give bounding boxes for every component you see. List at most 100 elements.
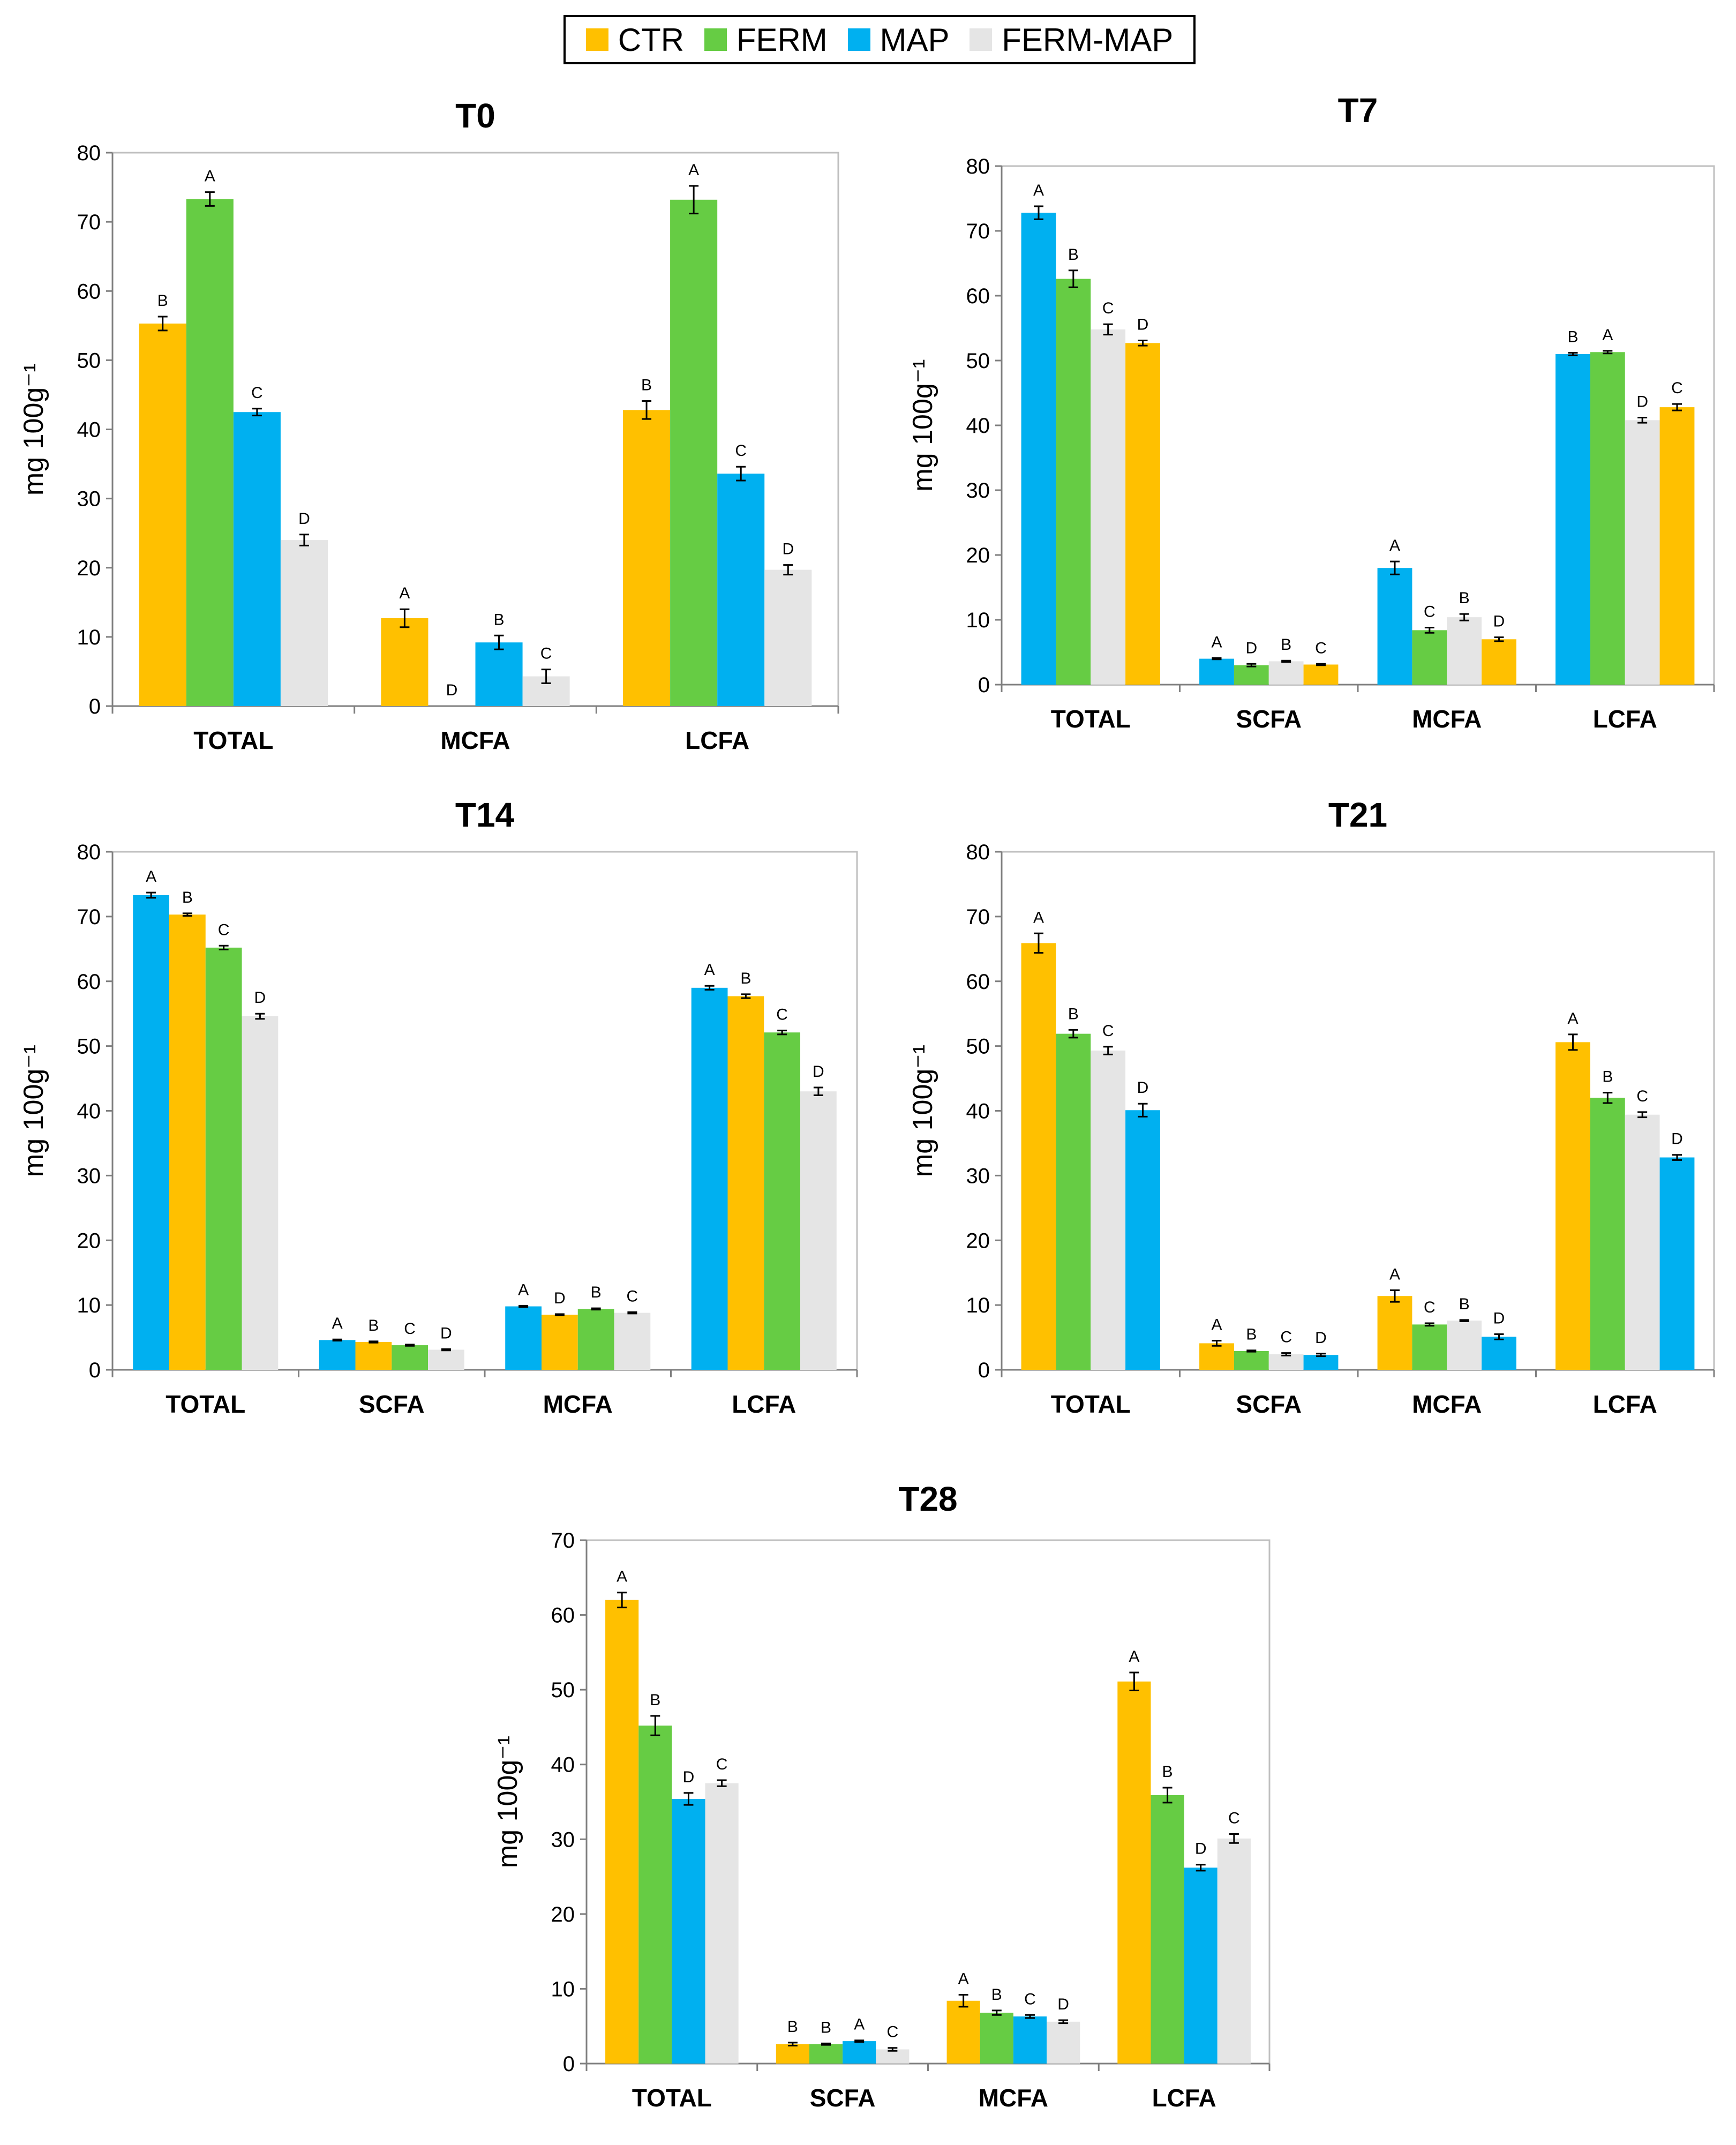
chart-title: T28 (898, 1480, 957, 1518)
bar-ferm-map-scfa (876, 2049, 910, 2064)
y-tick-label: 30 (966, 479, 990, 502)
y-tick-label: 0 (89, 1359, 101, 1382)
bar-ctr-total (169, 914, 206, 1370)
bar-ctr-scfa (776, 2044, 809, 2064)
significance-letter: B (821, 2019, 831, 2036)
category-label: MCFA (1412, 705, 1482, 733)
legend-label: FERM (736, 21, 828, 58)
y-tick-label: 10 (77, 1294, 101, 1317)
significance-letter: B (157, 292, 168, 310)
y-tick-label: 10 (551, 1977, 575, 2001)
bar-ferm-map-lcfa (1217, 1838, 1251, 2064)
significance-letter: B (1602, 1068, 1613, 1086)
bar-ctr-lcfa (1555, 1042, 1590, 1370)
bar-map-scfa (1303, 1355, 1339, 1370)
chart-panel-t28: T28 0 10 20 30 40 50 60 70 mg 100g⁻¹ TOTAL A B D C SCFA… (492, 1480, 1271, 2112)
significance-letter: A (1389, 1265, 1400, 1283)
bar-ferm-map-total (1091, 329, 1126, 685)
bar-ctr-lcfa (1659, 407, 1695, 685)
significance-letter: B (1567, 328, 1578, 346)
y-tick-label: 20 (551, 1903, 575, 1926)
significance-letter: B (182, 889, 193, 906)
bar-ferm-map-lcfa (800, 1091, 837, 1370)
significance-letter: C (887, 2023, 899, 2041)
legend-item-map: MAP (847, 21, 950, 58)
bar-ferm-scfa (809, 2044, 843, 2064)
chart-panel-t21: T21 0 10 20 30 40 50 60 70 80 mg 100g⁻¹ TOTAL A B C D SC… (907, 796, 1715, 1418)
significance-letter: C (1315, 639, 1327, 657)
y-tick-label: 50 (77, 1035, 101, 1059)
bar-ferm-lcfa (764, 1032, 801, 1370)
bar-map-mcfa (1482, 1337, 1516, 1370)
chart-panel-t7: T7 0 10 20 30 40 50 60 70 80 mg 100g⁻¹ TOTAL A B C D SCF… (907, 91, 1715, 733)
bar-ferm-lcfa (1151, 1795, 1184, 2064)
chart-title: T21 (1328, 796, 1387, 834)
bar-map-mcfa (1377, 568, 1412, 685)
significance-letter: B (1068, 1005, 1079, 1023)
y-tick-label: 50 (966, 349, 990, 373)
significance-letter: B (1246, 1326, 1257, 1344)
bar-ferm-mcfa (1412, 630, 1447, 685)
y-tick-label: 20 (77, 557, 101, 580)
y-tick-label: 30 (77, 488, 101, 511)
y-tick-label: 30 (966, 1164, 990, 1188)
category-label: MCFA (440, 726, 510, 754)
bar-ctr-total (1021, 943, 1056, 1370)
y-tick-label: 60 (77, 280, 101, 303)
significance-letter: A (518, 1281, 529, 1299)
category-label: MCFA (543, 1390, 613, 1418)
significance-letter: B (787, 2018, 798, 2036)
bar-ferm-map-lcfa (764, 569, 812, 706)
significance-letter: A (205, 168, 215, 185)
legend-swatch (970, 28, 993, 51)
y-tick-label: 30 (77, 1164, 101, 1188)
significance-letter: A (1211, 1316, 1222, 1334)
significance-letter: B (991, 1986, 1002, 2004)
bar-map-total (672, 1798, 705, 2064)
category-label: SCFA (1236, 1390, 1302, 1418)
y-tick-label: 30 (551, 1828, 575, 1851)
category-label: TOTAL (166, 1390, 245, 1418)
significance-letter: B (494, 611, 505, 628)
significance-letter: D (1245, 639, 1257, 657)
category-label: LCFA (685, 726, 749, 754)
category-label: MCFA (979, 2084, 1048, 2112)
bar-ctr-lcfa (1117, 1681, 1151, 2064)
bar-ferm-total (205, 947, 242, 1370)
bar-map-total (1021, 213, 1056, 685)
legend-label: FERM-MAP (1002, 21, 1174, 58)
category-label: TOTAL (632, 2084, 712, 2112)
significance-letter: C (716, 1756, 728, 1773)
category-label: LCFA (1152, 2084, 1216, 2112)
legend-item-ferm: FERM (704, 21, 828, 58)
significance-letter: C (1102, 1022, 1114, 1040)
significance-letter: A (1602, 326, 1613, 344)
y-tick-label: 40 (966, 414, 990, 438)
category-label: TOTAL (1051, 705, 1131, 733)
significance-letter: D (1493, 613, 1505, 631)
y-tick-label: 50 (77, 349, 101, 372)
significance-letter: C (776, 1006, 788, 1024)
bar-ferm-map-total (1091, 1051, 1126, 1370)
bar-ferm-total (638, 1726, 672, 2064)
bar-ferm-total (1056, 1033, 1091, 1370)
bar-ferm-map-lcfa (1625, 1114, 1660, 1370)
legend-label: MAP (880, 21, 950, 58)
y-axis-label: mg 100g⁻¹ (18, 1045, 49, 1177)
bar-map-lcfa (1555, 354, 1590, 685)
significance-letter: B (1068, 246, 1079, 264)
y-tick-label: 40 (966, 1100, 990, 1123)
y-tick-label: 60 (966, 284, 990, 308)
significance-letter: D (1195, 1840, 1207, 1858)
bar-ferm-scfa (392, 1345, 429, 1370)
significance-letter: D (1636, 393, 1648, 410)
significance-letter: C (1228, 1810, 1240, 1827)
significance-letter: B (1459, 1295, 1470, 1313)
legend-item-ferm-map: FERM-MAP (970, 21, 1173, 58)
significance-letter: D (1671, 1130, 1683, 1148)
significance-letter: A (704, 961, 715, 979)
significance-letter: B (641, 377, 652, 394)
significance-letter: C (404, 1320, 416, 1338)
significance-letter: D (440, 1324, 452, 1342)
y-tick-label: 0 (978, 673, 990, 697)
